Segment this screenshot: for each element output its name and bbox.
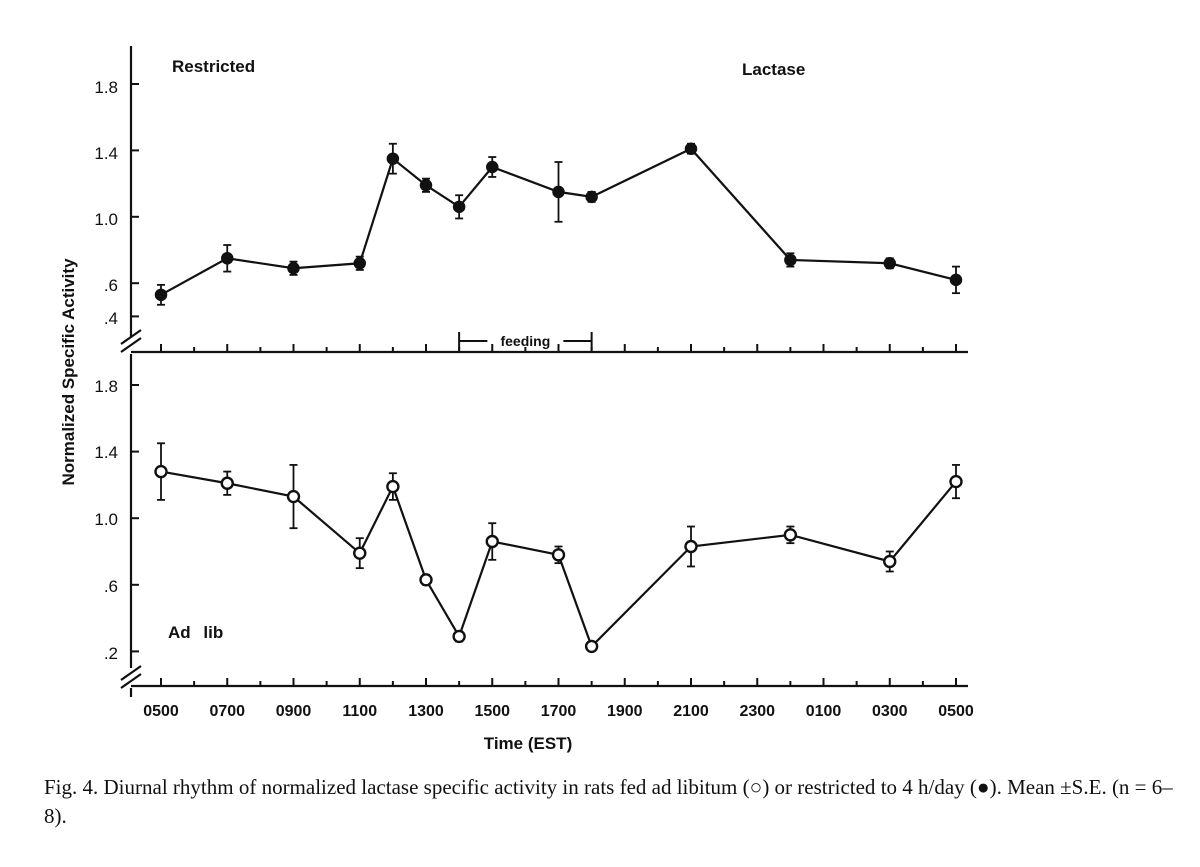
data-point-open — [684, 539, 698, 554]
caption-line-1: Fig. 4. Diurnal rhythm of normalized lac… — [44, 775, 876, 799]
x-tick-label: 2100 — [673, 703, 709, 720]
top-y-tick-label: 1.8 — [94, 78, 118, 97]
data-point-filled — [154, 288, 168, 302]
top-y-tick-label: 1.4 — [94, 144, 118, 163]
x-tick-labels: 0500 0700 0900 1100 1300 1500 1700 1900 2100 2300… — [143, 703, 974, 720]
bottom-y-tick-label: 1.4 — [94, 443, 118, 462]
data-point-filled — [585, 190, 598, 204]
top-y-tick-label: 1.0 — [94, 210, 118, 229]
x-tick-label: 1300 — [408, 703, 444, 720]
series-line — [160, 147, 957, 296]
data-point-filled — [552, 185, 565, 199]
top-y-tick-labels: 1.8 1.4 1.0 .6 .4 — [94, 78, 118, 328]
data-point-filled — [883, 257, 896, 270]
series-restricted — [154, 142, 963, 306]
data-point-open — [452, 629, 466, 644]
x-tick-label: 0300 — [872, 703, 908, 720]
ticks — [131, 83, 957, 686]
bottom-y-tick-label: 1.0 — [94, 510, 118, 529]
data-point-filled — [287, 262, 300, 275]
top-y-tick-label: .4 — [104, 309, 118, 328]
data-point-filled — [784, 253, 797, 267]
axis-break-top — [120, 329, 142, 353]
caption-line-2: to 4 h/day (●). Mean ±S.E. (n = 6–8). — [44, 775, 1173, 828]
data-point-open — [949, 474, 963, 489]
data-point-filled — [684, 142, 698, 155]
series-adlib — [154, 442, 963, 654]
data-point-filled — [452, 200, 466, 214]
axis-break-bottom — [120, 665, 142, 689]
panel-label-restricted: Restricted — [172, 57, 255, 76]
x-tick-label: 0700 — [209, 703, 245, 720]
data-point-filled — [221, 252, 234, 265]
x-tick-label: 1700 — [541, 703, 577, 720]
data-point-open — [783, 528, 798, 542]
x-tick-label: 1100 — [342, 703, 377, 720]
data-point-open — [485, 534, 499, 549]
panel-label-adlib: Ad lib — [168, 623, 223, 642]
data-point-open — [883, 554, 897, 569]
data-point-open — [353, 546, 367, 560]
x-tick-label: 1500 — [474, 703, 510, 720]
feeding-label: feeding — [500, 333, 550, 349]
data-point-filled — [386, 152, 400, 165]
figure-caption: Fig. 4. Diurnal rhythm of normalized lac… — [44, 773, 1184, 831]
data-point-open — [551, 548, 566, 562]
data-point-open — [584, 639, 599, 654]
panel-label-lactase: Lactase — [742, 60, 805, 79]
bottom-y-tick-label: .2 — [104, 644, 118, 663]
data-point-open — [386, 479, 400, 494]
x-tick-label: 0500 — [143, 703, 179, 720]
data-point-filled — [949, 273, 963, 287]
data-point-open — [220, 476, 234, 490]
bottom-y-tick-label: .6 — [104, 577, 118, 596]
data-point-open — [154, 464, 168, 479]
x-tick-label: 0500 — [938, 703, 974, 720]
feeding-bracket: feeding — [458, 332, 593, 350]
top-y-tick-label: .6 — [104, 276, 118, 295]
bottom-y-tick-label: 1.8 — [94, 377, 118, 396]
data-point-filled — [353, 257, 366, 270]
x-tick-label: 0100 — [806, 703, 842, 720]
series-line — [160, 470, 957, 649]
x-axis-label: Time (EST) — [484, 734, 572, 753]
y-axis-label: Normalized Specific Activity — [59, 258, 78, 486]
data-point-filled — [486, 160, 499, 174]
x-tick-label: 0900 — [276, 703, 312, 720]
data-point-open — [419, 573, 433, 587]
data-point-filled — [419, 179, 433, 192]
bottom-y-tick-labels: 1.8 1.4 1.0 .6 .2 — [94, 377, 118, 663]
data-point-open — [286, 489, 301, 504]
axes — [120, 46, 968, 697]
x-tick-label: 1900 — [607, 703, 643, 720]
x-tick-label: 2300 — [739, 703, 775, 720]
